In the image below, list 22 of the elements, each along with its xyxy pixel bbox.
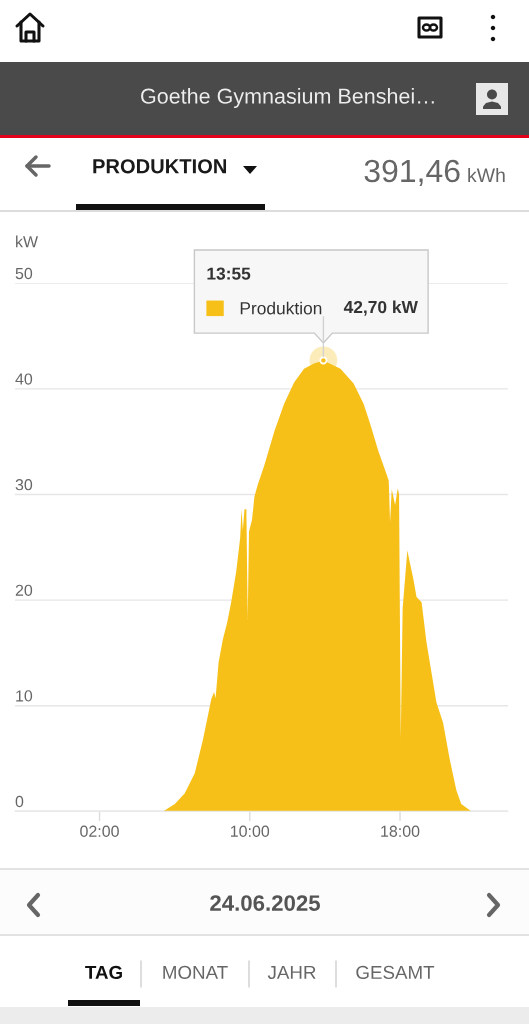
chart-title: Goethe Gymnasium Benshei… [141,87,434,109]
y-tick-label: 40 [15,373,33,385]
text: TAG [85,965,122,980]
y-tick-label: 30 [15,479,33,491]
y-tick-label: 0 [15,795,24,808]
text: MONAT [163,965,228,980]
text: GESAMT [356,965,435,980]
x-tick-label: 02:00 [80,825,119,837]
annotation: 42,70 kW [343,300,418,316]
text: PRODUKTION [93,159,227,174]
legend-title: 13:55 [207,267,251,280]
text: kWh [468,167,505,182]
y-tick-label: 50 [15,267,33,280]
text: 391,46 [364,159,460,187]
x-tick-label: 10:00 [231,825,270,837]
text: JAHR [267,965,316,980]
text: 24.06.2025 [210,895,320,911]
x-tick-label: 18:00 [381,825,420,837]
y-tick-label: 10 [16,690,33,702]
y-axis-title: kW [16,235,39,248]
y-tick-label: 20 [15,584,33,596]
legend-label: Produktion [240,301,322,315]
